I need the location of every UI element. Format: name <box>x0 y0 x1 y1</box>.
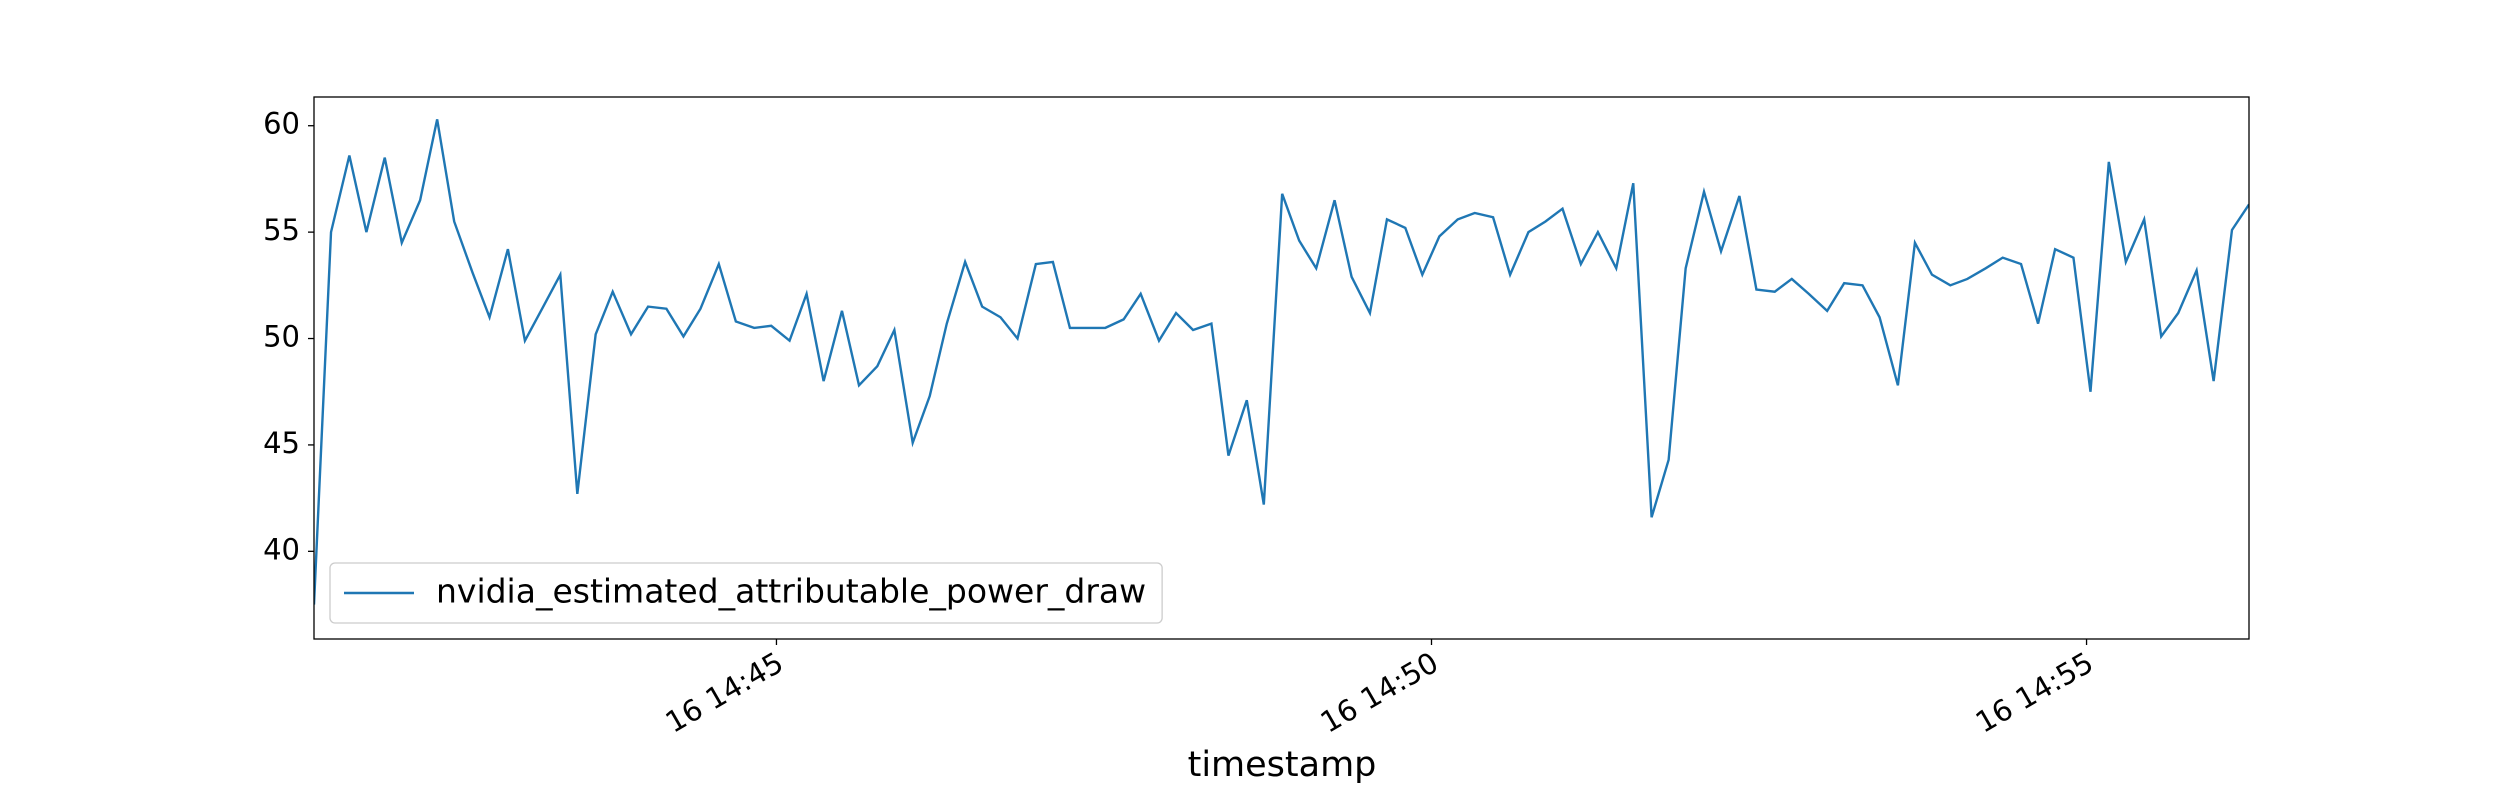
data-line <box>314 119 2249 605</box>
y-tick-label: 60 <box>263 107 300 141</box>
legend-label: nvidia_estimated_attributable_power_draw <box>436 572 1146 611</box>
y-tick-label: 55 <box>263 213 300 247</box>
y-tick-label: 45 <box>263 426 300 460</box>
y-tick-label: 50 <box>263 320 300 354</box>
x-tick-label: 16 14:45 <box>660 645 789 739</box>
x-tick-label: 16 14:55 <box>1970 645 2099 739</box>
x-tick-label: 16 14:50 <box>1315 645 1444 739</box>
x-axis-label: timestamp <box>1188 745 1377 785</box>
plot-frame <box>313 96 2250 640</box>
y-tick-label: 40 <box>263 532 300 566</box>
legend-box <box>329 562 1163 624</box>
legend: nvidia_estimated_attributable_power_draw <box>329 562 1163 624</box>
